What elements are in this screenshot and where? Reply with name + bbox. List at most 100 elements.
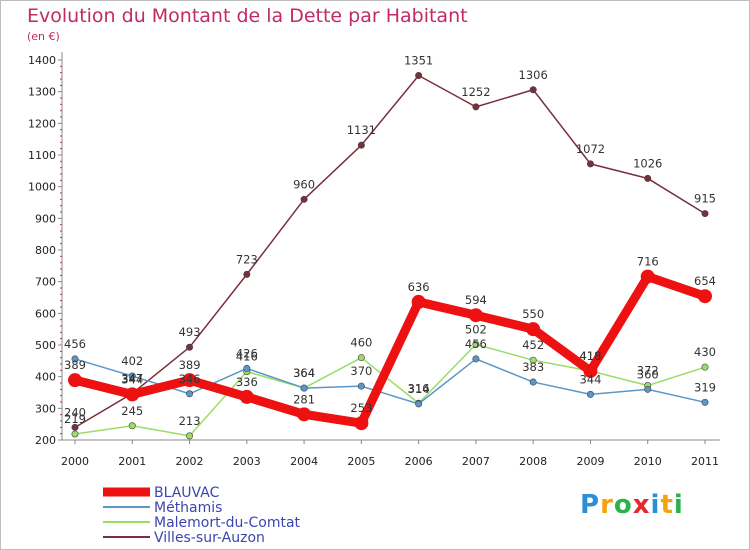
x-tick-label: 2004 — [290, 455, 318, 468]
data-label: 314 — [408, 382, 430, 396]
data-label: 426 — [236, 346, 258, 360]
data-point — [529, 378, 537, 386]
data-point — [698, 289, 712, 304]
data-point — [468, 308, 483, 323]
data-label: 346 — [179, 372, 201, 386]
x-tick-label: 2009 — [576, 455, 604, 468]
data-point — [357, 382, 365, 390]
data-point — [586, 390, 594, 398]
data-point — [71, 355, 79, 363]
data-point — [186, 343, 194, 351]
legend-label: BLAUVAC — [154, 485, 220, 501]
logo-letter: x — [632, 490, 651, 520]
y-tick-label: 1400 — [28, 54, 56, 67]
series-line-2 — [74, 343, 706, 437]
logo-letter: i — [673, 490, 684, 520]
data-label: 389 — [64, 358, 86, 372]
data-label: 636 — [408, 280, 430, 294]
data-point — [701, 398, 709, 406]
data-label: 716 — [637, 255, 659, 269]
data-point — [586, 160, 594, 168]
data-label: 402 — [121, 354, 143, 368]
data-point — [354, 416, 369, 431]
data-point — [125, 387, 140, 402]
data-label: 336 — [236, 375, 258, 389]
proxiti-logo: Proxiti — [580, 490, 684, 520]
data-label: 1252 — [461, 85, 490, 99]
data-label: 723 — [236, 252, 258, 266]
data-label: 1131 — [347, 123, 376, 137]
data-point — [186, 432, 194, 440]
data-label: 1026 — [633, 156, 662, 170]
legend-label: Malemort-du-Comtat — [154, 515, 301, 531]
y-tick-label: 300 — [35, 402, 56, 415]
logo-letter: o — [613, 490, 633, 520]
y-tick-label: 900 — [35, 212, 56, 225]
data-label: 960 — [293, 177, 315, 191]
data-point — [701, 210, 709, 218]
data-label: 452 — [522, 338, 544, 352]
data-point — [186, 390, 194, 398]
y-tick-label: 500 — [35, 339, 56, 352]
data-label: 550 — [522, 307, 544, 321]
data-label: 502 — [465, 322, 487, 336]
x-tick-label: 2005 — [347, 455, 375, 468]
x-tick-label: 2011 — [691, 455, 719, 468]
data-point — [128, 372, 136, 380]
legend-label: Méthamis — [154, 500, 222, 516]
data-label: 1351 — [404, 54, 433, 68]
data-label: 370 — [350, 364, 372, 378]
data-label: 372 — [637, 364, 659, 378]
data-label: 383 — [522, 360, 544, 374]
chart-title: Evolution du Montant de la Dette par Hab… — [27, 5, 468, 27]
data-point — [526, 322, 541, 337]
data-point — [239, 389, 254, 404]
data-point — [640, 269, 655, 284]
y-tick-label: 200 — [35, 434, 56, 447]
data-point — [415, 72, 423, 80]
data-label: 213 — [179, 414, 201, 428]
data-label: 253 — [350, 401, 372, 415]
data-label: 418 — [579, 349, 601, 363]
data-label: 316 — [408, 381, 430, 395]
data-point — [529, 86, 537, 94]
x-tick-label: 2010 — [634, 455, 662, 468]
data-point — [182, 373, 197, 388]
x-tick-label: 2008 — [519, 455, 547, 468]
x-tick-label: 2007 — [462, 455, 490, 468]
data-point — [644, 385, 652, 393]
x-tick-label: 2001 — [118, 455, 146, 468]
y-tick-label: 1300 — [28, 86, 56, 99]
data-point — [472, 340, 480, 348]
data-label: 281 — [293, 392, 315, 406]
data-point — [71, 430, 79, 438]
data-point — [297, 407, 312, 422]
x-tick-label: 2002 — [176, 455, 204, 468]
x-tick-label: 2006 — [405, 455, 433, 468]
series-line-1 — [74, 358, 706, 405]
logo-letter: P — [580, 490, 601, 520]
data-label: 493 — [179, 325, 201, 339]
data-point — [128, 422, 136, 430]
x-tick-label: 2003 — [233, 455, 261, 468]
data-label: 389 — [179, 358, 201, 372]
data-label: 594 — [465, 293, 487, 307]
logo-letter: t — [660, 490, 674, 520]
data-label: 360 — [637, 367, 659, 381]
data-label: 460 — [350, 336, 372, 350]
y-tick-label: 700 — [35, 276, 56, 289]
chart-subtitle: (en €) — [27, 30, 60, 43]
x-tick-label: 2000 — [61, 455, 89, 468]
y-tick-label: 600 — [35, 307, 56, 320]
data-label: 1306 — [519, 68, 548, 82]
data-point — [701, 363, 709, 371]
data-label: 245 — [121, 404, 143, 418]
data-label: 240 — [64, 405, 86, 419]
data-point — [411, 294, 426, 309]
data-label: 416 — [236, 350, 258, 364]
data-point — [300, 384, 308, 392]
y-tick-label: 1000 — [28, 181, 56, 194]
data-label: 364 — [293, 366, 315, 380]
